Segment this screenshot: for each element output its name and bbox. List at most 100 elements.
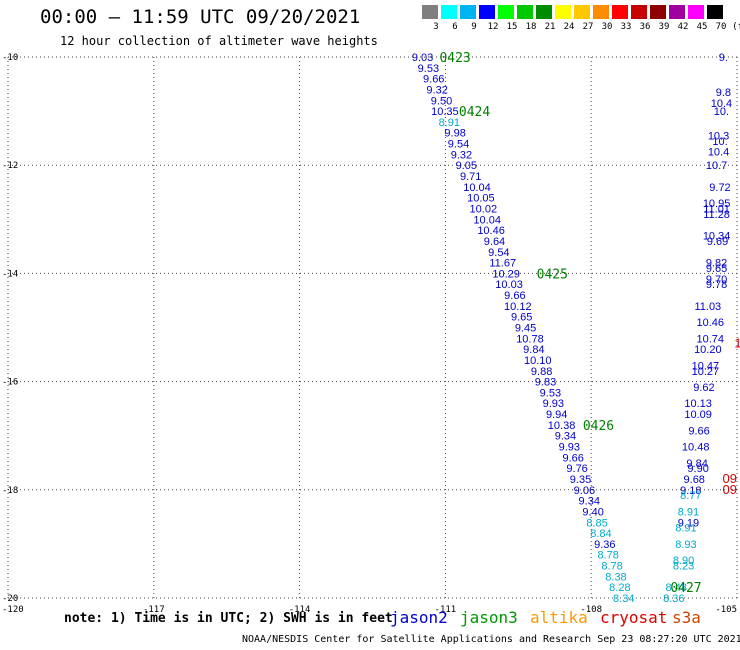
wave-height-label: 9.34 bbox=[555, 431, 576, 443]
wave-height-label: 10.27 bbox=[692, 366, 720, 378]
footer-credit: NOAA/NESDIS Center for Satellite Applica… bbox=[242, 634, 740, 645]
wave-height-label: 9.66 bbox=[688, 425, 709, 437]
y-tick-label: -16 bbox=[2, 378, 18, 388]
wave-height-label: 10.04 bbox=[473, 214, 501, 226]
scale-swatch bbox=[707, 5, 723, 19]
wave-height-label: 8.90 bbox=[673, 555, 694, 567]
wave-height-label: 10. bbox=[712, 136, 727, 148]
wave-height-label: 10.05 bbox=[467, 193, 495, 205]
wave-height-label: 8.93 bbox=[675, 539, 696, 551]
wave-height-label: 10.03 bbox=[495, 279, 523, 291]
wave-height-label: 10.4 bbox=[708, 147, 729, 159]
wave-height-label: 11.03 bbox=[694, 301, 721, 313]
legend-altika: altika bbox=[530, 608, 588, 627]
wave-height-label: 8.91 bbox=[675, 523, 696, 535]
wave-height-label: 10.74 bbox=[697, 333, 725, 345]
scale-label: 27 bbox=[582, 22, 594, 32]
scale-label: 12 bbox=[487, 22, 499, 32]
x-tick-label: -114 bbox=[289, 605, 311, 615]
wave-height-label: 10.38 bbox=[548, 420, 576, 432]
x-tick-label: -105 bbox=[715, 605, 737, 615]
wave-height-label: 9.71 bbox=[460, 171, 481, 183]
scale-swatch bbox=[650, 5, 666, 19]
wave-height-label: 10.12 bbox=[504, 301, 532, 313]
wave-height-label: 10.95 bbox=[703, 198, 731, 210]
wave-height-label: 11.28 bbox=[703, 209, 730, 221]
wave-height-label: 9.54 bbox=[448, 139, 469, 151]
wave-height-label: 9.35 bbox=[570, 474, 591, 486]
wave-height-label: 10.13 bbox=[684, 398, 712, 410]
wave-height-label: 9.72 bbox=[709, 182, 730, 194]
wave-height-label: 9.54 bbox=[488, 247, 509, 259]
wave-height-label: 9.40 bbox=[582, 506, 603, 518]
wave-height-label: 8.48 bbox=[666, 582, 687, 594]
scale-label: 3 bbox=[433, 22, 439, 32]
footer-note: note: 1) Time is in UTC; 2) SWH is in fe… bbox=[64, 611, 393, 626]
wave-height-label: 10. bbox=[714, 106, 729, 118]
scale-swatch bbox=[593, 5, 609, 19]
wave-height-label: 9.84 bbox=[523, 344, 544, 356]
wave-height-label: 11.67 bbox=[489, 258, 516, 270]
scale-label: 24 bbox=[563, 22, 575, 32]
time-label: 0424 bbox=[459, 105, 490, 120]
scale-label: 33 bbox=[620, 22, 632, 32]
wave-height-label: 8.36 bbox=[663, 593, 684, 605]
wave-height-label: 9. bbox=[719, 52, 728, 64]
wave-height-label: 9.53 bbox=[540, 387, 561, 399]
wave-height-label: 10.46 bbox=[477, 225, 505, 237]
wave-height-label: 9.06 bbox=[574, 485, 595, 497]
wave-height-label: 8.91 bbox=[439, 117, 460, 129]
scale-swatch bbox=[536, 5, 552, 19]
wave-height-label: 10.47 bbox=[692, 360, 720, 372]
wave-height-label: 1 bbox=[734, 336, 740, 351]
scale-swatch bbox=[669, 5, 685, 19]
wave-height-label: 8.91 bbox=[678, 506, 699, 518]
wave-height-label: 09 bbox=[722, 482, 736, 497]
y-tick-label: -10 bbox=[2, 53, 18, 63]
y-tick-label: -20 bbox=[2, 594, 18, 604]
wave-height-label: 9.62 bbox=[693, 382, 714, 394]
wave-height-label: 9.84 bbox=[686, 458, 707, 470]
wave-height-label: 8.23 bbox=[673, 561, 694, 573]
wave-height-label: 9.45 bbox=[515, 323, 536, 335]
time-label: 0426 bbox=[583, 419, 614, 434]
wave-height-label: 10.09 bbox=[684, 409, 712, 421]
wave-height-label: 9.66 bbox=[563, 452, 584, 464]
wave-height-label: 10.20 bbox=[694, 344, 722, 356]
wave-height-label: 10.10 bbox=[524, 355, 552, 367]
scale-label: 45 bbox=[696, 22, 708, 32]
x-tick-label: -120 bbox=[2, 605, 24, 615]
chart-title: 00:00 – 11:59 UTC 09/20/2021 bbox=[40, 6, 361, 28]
wave-height-label: 10.4 bbox=[711, 98, 732, 110]
wave-height-label: 9.83 bbox=[535, 377, 556, 389]
scale-swatch bbox=[422, 5, 438, 19]
time-label: 0427 bbox=[670, 581, 701, 596]
scale-swatch bbox=[441, 5, 457, 19]
wave-height-label: 8.34 bbox=[613, 593, 634, 605]
wave-height-label: 9.8 bbox=[716, 87, 731, 99]
x-tick-label: -111 bbox=[435, 605, 457, 615]
scale-swatch bbox=[517, 5, 533, 19]
wave-height-label: 9.36 bbox=[594, 539, 615, 551]
wave-height-label: 9.94 bbox=[546, 409, 567, 421]
wave-height-label: 9.65 bbox=[511, 312, 532, 324]
wave-height-label: 9.70 bbox=[706, 274, 727, 286]
time-label: 0425 bbox=[537, 267, 568, 282]
wave-height-label: 9.53 bbox=[418, 63, 439, 75]
x-tick-label: -108 bbox=[580, 605, 602, 615]
scale-swatch bbox=[479, 5, 495, 19]
scale-label: 36 bbox=[639, 22, 651, 32]
scale-swatch bbox=[688, 5, 704, 19]
wave-height-label: 10.46 bbox=[697, 317, 725, 329]
wave-height-label: 9.66 bbox=[423, 74, 444, 86]
scale-swatch bbox=[460, 5, 476, 19]
wave-height-label: 9.98 bbox=[444, 128, 465, 140]
wave-height-label: 8.85 bbox=[586, 517, 607, 529]
scale-swatch bbox=[555, 5, 571, 19]
wave-height-label: 9.93 bbox=[543, 398, 564, 410]
wave-height-label: 10.04 bbox=[463, 182, 491, 194]
wave-height-label: 9.03 bbox=[412, 52, 433, 64]
wave-height-label: 10.3 bbox=[708, 130, 729, 142]
scale-label: 18 bbox=[525, 22, 537, 32]
